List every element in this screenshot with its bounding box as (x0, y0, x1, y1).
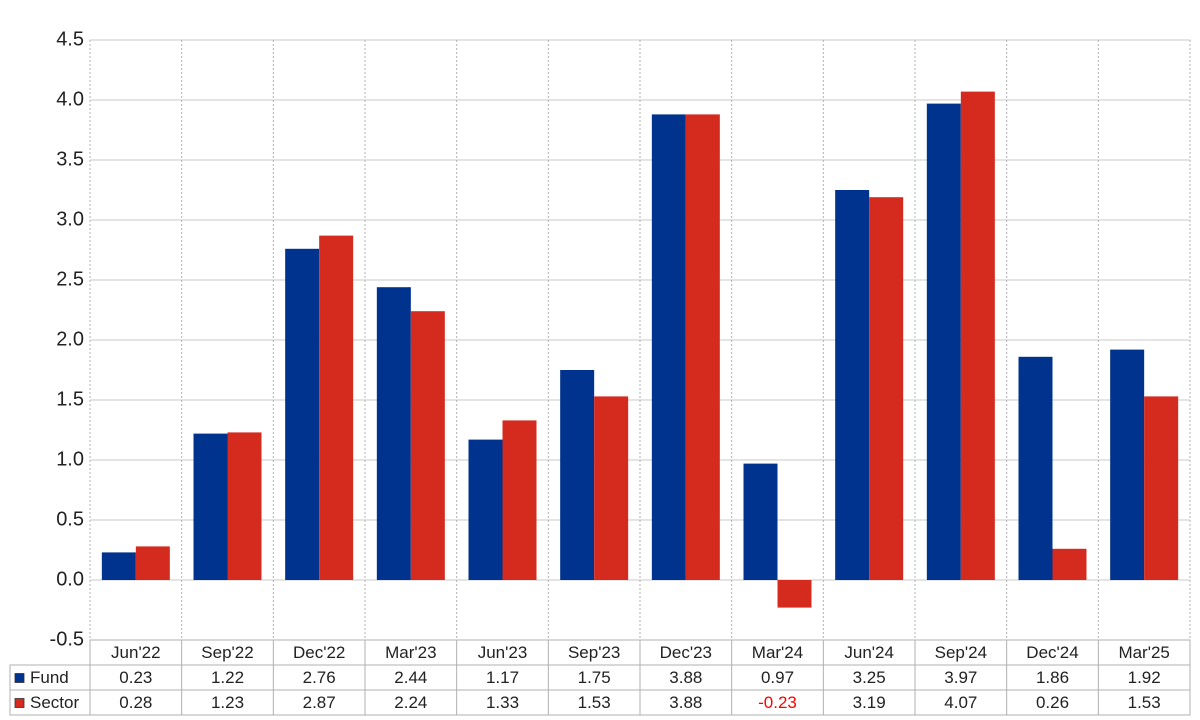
bar (1110, 349, 1145, 580)
table-value: 0.97 (761, 668, 794, 687)
bar (1144, 396, 1179, 580)
bar (101, 552, 136, 580)
bar (193, 433, 228, 580)
y-tick-label: 4.5 (56, 28, 84, 50)
table-value: 1.92 (1128, 668, 1161, 687)
x-tick-label: Dec'22 (293, 643, 345, 662)
table-value: 3.97 (944, 668, 977, 687)
x-tick-label: Jun'24 (844, 643, 894, 662)
y-tick-label: 0.0 (56, 568, 84, 590)
x-tick-label: Sep'22 (201, 643, 253, 662)
x-tick-label: Mar'23 (385, 643, 436, 662)
bar (835, 190, 870, 580)
table-value: 1.53 (1128, 693, 1161, 712)
y-tick-label: 1.5 (56, 388, 84, 410)
table-value: 1.33 (486, 693, 519, 712)
x-tick-label: Dec'24 (1026, 643, 1078, 662)
x-tick-label: Jun'23 (478, 643, 528, 662)
table-value: 2.76 (303, 668, 336, 687)
x-tick-label: Dec'23 (660, 643, 712, 662)
table-value: 1.22 (211, 668, 244, 687)
x-tick-label: Sep'24 (935, 643, 987, 662)
y-tick-label: 0.5 (56, 508, 84, 530)
table-value: 0.23 (119, 668, 152, 687)
table-value: 0.26 (1036, 693, 1069, 712)
bar (227, 432, 262, 580)
table-value: 3.19 (853, 693, 886, 712)
x-tick-label: Mar'24 (752, 643, 803, 662)
table-value: 2.24 (394, 693, 427, 712)
bar (376, 287, 411, 580)
table-value: 1.75 (578, 668, 611, 687)
bar (502, 420, 537, 580)
bar (560, 370, 595, 580)
table-value: 1.17 (486, 668, 519, 687)
legend-label: Fund (30, 668, 69, 687)
table-value: 3.25 (853, 668, 886, 687)
bar (869, 197, 904, 580)
bar (926, 103, 961, 580)
table-value: -0.23 (758, 693, 797, 712)
table-value: 1.23 (211, 693, 244, 712)
x-tick-label: Sep'23 (568, 643, 620, 662)
y-tick-label: 2.5 (56, 268, 84, 290)
bar (1052, 548, 1087, 580)
bar (285, 248, 320, 581)
bar (135, 546, 170, 580)
y-tick-label: 2.0 (56, 328, 84, 350)
bar (410, 311, 445, 580)
y-tick-label: 3.5 (56, 148, 84, 170)
table-value: 0.28 (119, 693, 152, 712)
bar (594, 396, 629, 580)
bar (685, 114, 720, 581)
table-value: 1.86 (1036, 668, 1069, 687)
table-value: 2.87 (303, 693, 336, 712)
bar (960, 91, 995, 580)
bar (468, 439, 503, 580)
legend-label: Sector (30, 693, 79, 712)
table-value: 2.44 (394, 668, 427, 687)
table-value: 4.07 (944, 693, 977, 712)
bar (319, 235, 354, 580)
y-tick-label: 4.0 (56, 88, 84, 110)
legend-swatch (14, 698, 25, 708)
bar (743, 463, 778, 580)
y-tick-label: 3.0 (56, 208, 84, 230)
table-value: 1.53 (578, 693, 611, 712)
y-tick-label: -0.5 (50, 628, 84, 650)
bar (777, 580, 812, 608)
bar (651, 114, 686, 581)
x-tick-label: Jun'22 (111, 643, 161, 662)
bar (1018, 356, 1053, 580)
table-value: 3.88 (669, 693, 702, 712)
y-tick-label: 1.0 (56, 448, 84, 470)
x-tick-label: Mar'25 (1118, 643, 1169, 662)
table-value: 3.88 (669, 668, 702, 687)
legend-swatch (14, 673, 25, 683)
